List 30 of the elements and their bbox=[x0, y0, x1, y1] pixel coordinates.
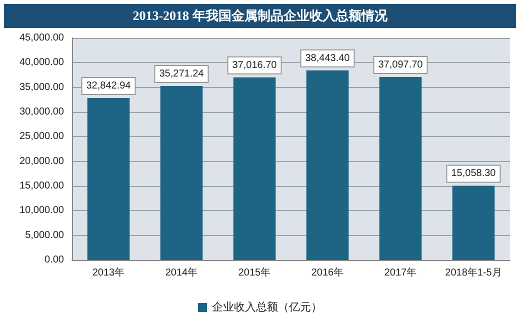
y-tick-label: 45,000.00 bbox=[20, 32, 64, 44]
bar bbox=[233, 77, 276, 260]
legend-label: 企业收入总额（亿元） bbox=[212, 300, 322, 314]
x-tick-label: 2017年 bbox=[384, 266, 417, 278]
y-tick-label: 25,000.00 bbox=[20, 131, 64, 142]
y-tick-label: 0.00 bbox=[44, 254, 64, 266]
x-tick-label: 2014年 bbox=[165, 266, 198, 278]
data-label: 32,842.94 bbox=[86, 80, 132, 92]
y-tick-label: 40,000.00 bbox=[20, 57, 64, 68]
x-tick-label: 2015年 bbox=[238, 266, 271, 278]
data-label: 35,271.24 bbox=[159, 68, 204, 80]
y-tick-label: 20,000.00 bbox=[20, 156, 64, 167]
bar bbox=[160, 86, 203, 260]
bar bbox=[306, 70, 349, 260]
y-tick-label: 5,000.00 bbox=[25, 230, 64, 241]
bar bbox=[87, 98, 130, 260]
data-label: 37,097.70 bbox=[378, 59, 424, 70]
data-label: 38,443.40 bbox=[305, 52, 350, 64]
bar bbox=[452, 186, 495, 260]
y-tick-label: 30,000.00 bbox=[20, 106, 64, 118]
data-label: 15,058.30 bbox=[451, 168, 496, 180]
y-tick-label: 10,000.00 bbox=[20, 205, 64, 216]
y-tick-label: 35,000.00 bbox=[20, 82, 64, 93]
x-tick-label: 2016年 bbox=[311, 266, 344, 278]
y-tick-label: 15,000.00 bbox=[20, 180, 64, 192]
data-label: 37,016.70 bbox=[232, 60, 278, 71]
bar bbox=[379, 76, 422, 260]
x-tick-label: 2018年1-5月 bbox=[445, 266, 502, 278]
chart-title: 2013-2018 年我国金属制品企业收入总额情况 bbox=[4, 4, 516, 28]
x-tick-label: 2013年 bbox=[92, 266, 125, 278]
